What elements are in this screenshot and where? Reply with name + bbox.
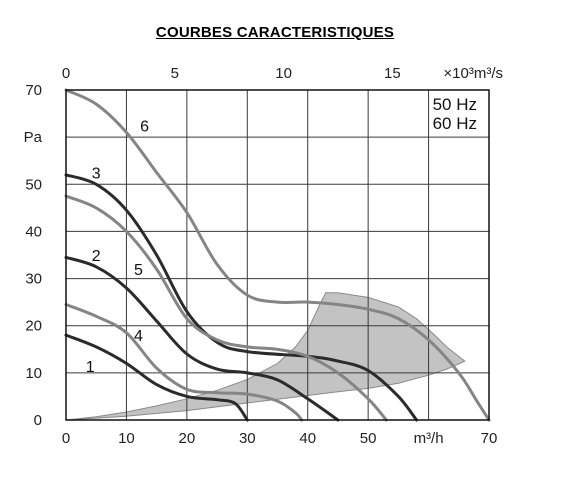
operating-region <box>65 292 466 421</box>
y-axis-label: Pa <box>24 129 43 146</box>
x-tick-label: 50 <box>360 430 377 447</box>
top-tick-label: 15 <box>384 65 401 82</box>
top-tick-label: 0 <box>62 65 70 82</box>
x-axis-label: m³/h <box>414 430 444 447</box>
x-tick-label: 30 <box>239 430 256 447</box>
y-tick-label: 30 <box>25 271 42 288</box>
series-group: 1 2 3 4 5 6 <box>64 88 491 422</box>
x-tick-label: 70 <box>481 430 498 447</box>
series-label-3: 3 <box>92 166 101 183</box>
y-tick-label: 70 <box>25 82 42 99</box>
chart-title: COURBES CARACTERISTIQUES <box>155 24 395 41</box>
y-tick-label: 0 <box>34 412 42 429</box>
series-label-6: 6 <box>140 118 149 135</box>
x-tick-label: 0 <box>62 430 70 447</box>
series-label-2: 2 <box>92 248 101 265</box>
y-tick-label: 50 <box>25 176 42 193</box>
legend-entry: 50 Hz <box>433 95 477 114</box>
x-tick-label: 20 <box>179 430 196 447</box>
series-label-5: 5 <box>134 262 143 279</box>
y-tick-label: 20 <box>25 318 42 335</box>
series-label-1: 1 <box>86 359 95 376</box>
shaded-operating-area <box>65 292 466 421</box>
series-line-5 <box>64 194 388 422</box>
series-line-2 <box>64 255 340 422</box>
x-tick-label: 40 <box>299 430 316 447</box>
y-tick-label: 10 <box>25 365 42 382</box>
top-tick-label: 10 <box>275 65 292 82</box>
series-label-4: 4 <box>134 328 143 345</box>
top-axis-label: ×10³m³/s <box>443 65 503 82</box>
legend-entry: 60 Hz <box>433 114 477 133</box>
x-tick-label: 10 <box>118 430 135 447</box>
plot-frame <box>65 89 490 421</box>
plot-border <box>65 89 490 421</box>
series-line-1 <box>64 333 249 422</box>
y-tick-label: 40 <box>25 223 42 240</box>
series-line-6 <box>64 88 491 422</box>
top-tick-label: 5 <box>171 65 179 82</box>
series-line-3 <box>64 173 418 422</box>
series-line-4 <box>64 303 304 422</box>
